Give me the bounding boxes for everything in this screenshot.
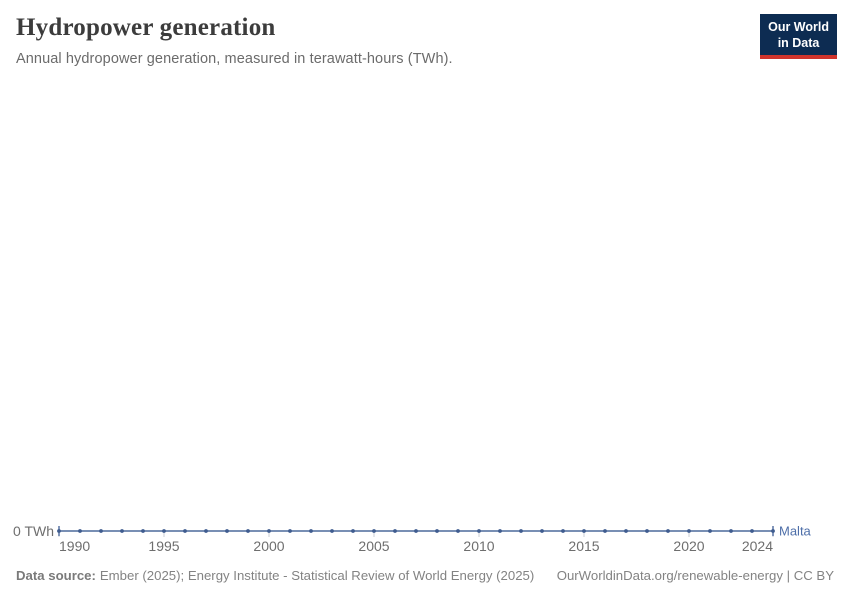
data-point-marker[interactable] bbox=[372, 529, 376, 533]
data-point-marker[interactable] bbox=[750, 529, 754, 533]
owid-logo-line2: in Data bbox=[777, 35, 820, 50]
data-point-marker[interactable] bbox=[582, 529, 586, 533]
data-point-marker[interactable] bbox=[267, 529, 271, 533]
data-point-marker[interactable] bbox=[309, 529, 313, 533]
data-point-marker[interactable] bbox=[477, 529, 481, 533]
data-point-marker[interactable] bbox=[330, 529, 334, 533]
x-tick-label: 2005 bbox=[358, 538, 389, 554]
x-tick-label: 2000 bbox=[253, 538, 284, 554]
data-point-marker[interactable] bbox=[603, 529, 607, 533]
chart-footer: Data source: Ember (2025); Energy Institu… bbox=[16, 568, 834, 583]
data-point-marker[interactable] bbox=[162, 529, 166, 533]
chart-subtitle: Annual hydropower generation, measured i… bbox=[16, 51, 453, 67]
chart-header: Hydropower generation Annual hydropower … bbox=[16, 14, 750, 67]
x-tick-label: 2010 bbox=[463, 538, 494, 554]
data-point-marker[interactable] bbox=[246, 529, 250, 533]
entity-label-malta[interactable]: Malta bbox=[779, 524, 812, 539]
data-point-marker[interactable] bbox=[99, 529, 103, 533]
data-source-note: Data source: Ember (2025); Energy Institu… bbox=[16, 568, 534, 583]
x-tick-label: 1995 bbox=[148, 538, 179, 554]
data-point-marker[interactable] bbox=[624, 529, 628, 533]
data-point-marker[interactable] bbox=[57, 529, 61, 533]
data-source-text: Ember (2025); Energy Institute - Statist… bbox=[99, 568, 535, 583]
data-point-marker[interactable] bbox=[645, 529, 649, 533]
x-tick-label: 2020 bbox=[673, 538, 704, 554]
data-point-marker[interactable] bbox=[183, 529, 187, 533]
data-point-marker[interactable] bbox=[204, 529, 208, 533]
data-point-marker[interactable] bbox=[498, 529, 502, 533]
data-point-marker[interactable] bbox=[666, 529, 670, 533]
owid-logo-line1: Our World bbox=[768, 20, 829, 34]
data-point-marker[interactable] bbox=[687, 529, 691, 533]
x-tick-label: 1990 bbox=[59, 538, 90, 554]
line-chart[interactable]: 1990 1995 2000 2005 2010 2015 2020 2024 0 TWh Mal… bbox=[0, 90, 850, 565]
data-point-marker[interactable] bbox=[708, 529, 712, 533]
data-point-marker[interactable] bbox=[141, 529, 145, 533]
data-point-marker[interactable] bbox=[225, 529, 229, 533]
data-point-marker[interactable] bbox=[435, 529, 439, 533]
data-point-marker[interactable] bbox=[414, 529, 418, 533]
chart-title: Hydropower generation bbox=[16, 14, 276, 41]
data-point-marker[interactable] bbox=[78, 529, 82, 533]
data-point-marker[interactable] bbox=[519, 529, 523, 533]
data-point-marker[interactable] bbox=[456, 529, 460, 533]
owid-logo: Our World in Data bbox=[760, 14, 837, 60]
data-point-marker[interactable] bbox=[561, 529, 565, 533]
data-point-marker[interactable] bbox=[393, 529, 397, 533]
y-tick-label: 0 TWh bbox=[13, 523, 54, 539]
x-tick-label: 2015 bbox=[568, 538, 599, 554]
data-source-label: Data source: bbox=[16, 568, 96, 583]
data-point-marker[interactable] bbox=[729, 529, 733, 533]
data-point-marker[interactable] bbox=[771, 529, 775, 533]
data-point-marker[interactable] bbox=[351, 529, 355, 533]
data-point-marker[interactable] bbox=[540, 529, 544, 533]
data-point-marker[interactable] bbox=[120, 529, 124, 533]
owid-link[interactable]: OurWorldinData.org/renewable-energy | CC… bbox=[556, 568, 834, 583]
x-tick-label: 2024 bbox=[742, 538, 773, 554]
data-point-marker[interactable] bbox=[288, 529, 292, 533]
